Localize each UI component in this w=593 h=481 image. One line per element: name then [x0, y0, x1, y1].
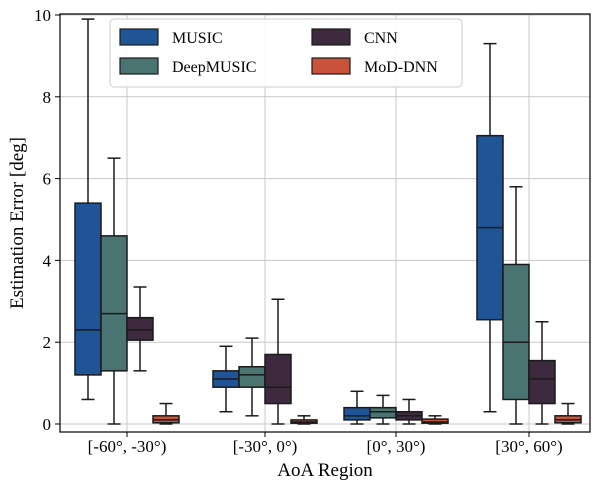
legend-label: DeepMUSIC [172, 59, 256, 76]
box-plot-item [290, 415, 318, 425]
x-tick-label: [-30°, 0°) [233, 437, 298, 456]
iqr-box [126, 316, 154, 341]
box-plot-item [421, 415, 449, 425]
box-plot-item [476, 42, 504, 413]
box-plot-item [100, 157, 128, 425]
box-plot-item [238, 337, 266, 417]
iqr-box [421, 418, 449, 424]
legend-swatch [311, 28, 351, 46]
box-plot-item [152, 402, 180, 425]
box-plot-item [554, 402, 582, 425]
legend-swatch [311, 57, 351, 75]
box-plot-item [395, 398, 423, 425]
legend-item: MoD-DNN [311, 57, 438, 76]
legend-item: CNN [311, 28, 398, 47]
iqr-box [343, 406, 371, 421]
iqr-box [369, 406, 397, 419]
y-tick-label: 0 [43, 415, 52, 434]
legend-label: MoD-DNN [364, 59, 438, 76]
box-plot-item [369, 394, 397, 425]
legend-swatch [119, 28, 159, 46]
y-tick-label: 2 [43, 333, 52, 352]
x-tick-label: [30°, 60°) [495, 437, 562, 456]
y-tick-label: 8 [43, 88, 52, 107]
iqr-box [238, 365, 266, 388]
box-plot-series [74, 18, 582, 425]
box-plot-item [528, 321, 556, 425]
plot-frame [59, 13, 591, 433]
legend-label: CNN [364, 30, 398, 47]
box-plot-item [343, 390, 371, 425]
legend-item: MUSIC [119, 28, 223, 47]
legend-swatch [119, 57, 159, 75]
iqr-box [528, 359, 556, 405]
axis-ticks: 0 2 4 6 8 10 [-60°, -30°) [-30°, 0°) [0°, 30°) [3… [34, 6, 563, 456]
legend-label: MUSIC [172, 30, 223, 47]
x-axis-label: AoA Region [277, 460, 373, 481]
box-plot-item [126, 286, 154, 372]
series-mod-dnn [152, 402, 582, 425]
iqr-box [264, 353, 292, 405]
legend-item: DeepMUSIC [119, 57, 256, 76]
series-cnn [126, 286, 556, 425]
iqr-box [74, 202, 102, 376]
y-axis-label: Estimation Error [deg] [7, 137, 28, 309]
series-deepmusic [100, 157, 530, 425]
iqr-box [502, 263, 530, 401]
x-tick-label: [0°, 30°) [367, 437, 426, 456]
box-plot-item [264, 298, 292, 425]
legend: MUSIC DeepMUSIC CNN MoD-DNN [109, 18, 463, 88]
legend-frame [109, 18, 463, 88]
x-tick-label: [-60°, -30°) [88, 437, 167, 456]
y-tick-label: 4 [43, 251, 52, 270]
box-plot-item [502, 186, 530, 425]
iqr-box [100, 235, 128, 372]
box-plot-item [212, 345, 240, 413]
y-tick-label: 10 [34, 6, 51, 25]
y-tick-label: 6 [43, 170, 52, 189]
box-plot-item [74, 18, 102, 401]
